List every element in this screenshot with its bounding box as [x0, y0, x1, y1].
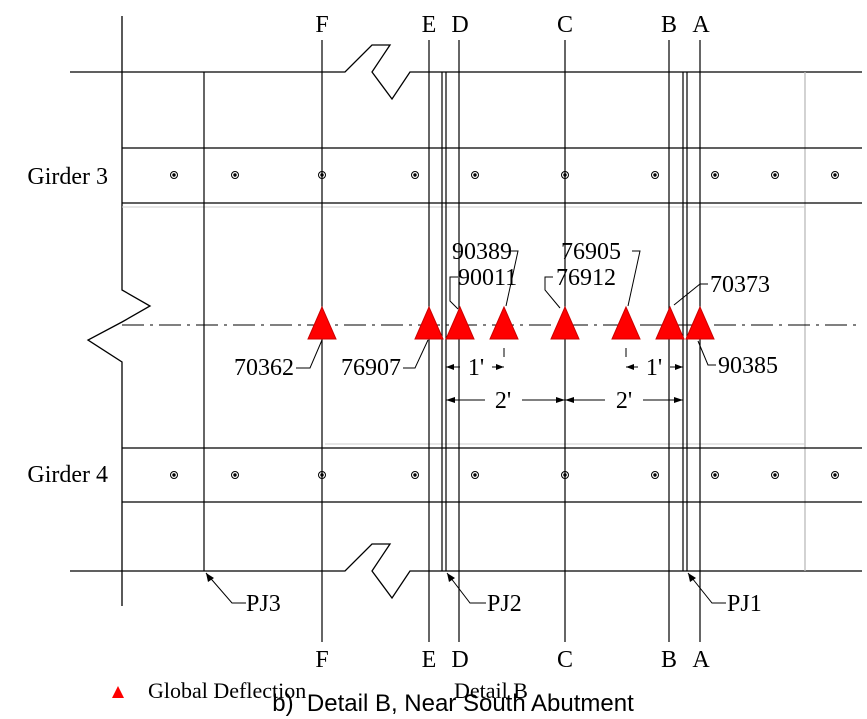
grid-label-bottom-e: E: [422, 647, 437, 673]
leader-76912: [544, 276, 561, 309]
legend-detail-label: Detail B: [454, 678, 528, 703]
dimension-label-right-1ft: 1': [646, 355, 662, 381]
grid-label-top-d: D: [451, 12, 468, 38]
stud: [711, 171, 719, 179]
panel-joints: [203, 72, 688, 571]
sensor-label-76907: 76907: [341, 355, 401, 381]
girder-3-band: [122, 147, 862, 204]
sensor-label-90389: 90389: [452, 239, 512, 265]
sensor-marker-90385: [685, 305, 715, 340]
grid-label-top-c: C: [557, 12, 573, 38]
leader-70362: [296, 339, 323, 369]
grid-label-bottom-a: A: [692, 647, 710, 673]
stud: [561, 171, 569, 179]
dimension-right-2ft: [565, 397, 683, 403]
stud: [318, 171, 326, 179]
sensor-marker-76905: [611, 305, 641, 340]
dimension-right-1ft: [626, 364, 683, 370]
stud: [651, 171, 659, 179]
sensor-marker-70373: [655, 305, 685, 340]
leader-76905: [627, 250, 641, 307]
leader-76907: [403, 339, 429, 369]
sensor-label-90385: 90385: [718, 353, 778, 379]
stud: [771, 171, 779, 179]
sensor-label-70373: 70373: [710, 272, 770, 298]
girder-3-label: Girder 3: [27, 164, 108, 190]
stud: [170, 171, 178, 179]
top-deck-line: [70, 44, 862, 101]
stud: [831, 471, 839, 479]
sensor-leaders: [296, 250, 716, 369]
bottom-deck-line: [70, 543, 862, 600]
leader-90385: [697, 340, 716, 366]
joint-label-pj3: PJ3: [246, 591, 281, 617]
grid-label-bottom-b: B: [661, 647, 677, 673]
grid-label-bottom-f: F: [315, 647, 328, 673]
stud: [831, 171, 839, 179]
deck-outline: [70, 16, 862, 606]
legend-marker-icon: [112, 686, 124, 698]
leader-pj3: [205, 572, 246, 604]
leader-90011: [449, 276, 459, 310]
joint-leaders: [205, 572, 726, 604]
dimension-left-1ft: [446, 364, 504, 370]
stud: [411, 471, 419, 479]
sensor-label-70362: 70362: [234, 355, 294, 381]
figure-caption: b) Detail B, Near South Abutment: [272, 690, 634, 717]
legend-marker-label: Global Deflection: [148, 678, 306, 703]
grid-label-top-f: F: [315, 12, 328, 38]
leader-pj2: [446, 572, 486, 604]
dimension-graphics: [446, 348, 683, 403]
grid-label-top-b: B: [661, 12, 677, 38]
stud: [771, 471, 779, 479]
grid-lines: [321, 40, 701, 642]
stud: [471, 471, 479, 479]
leader-70373: [673, 283, 708, 306]
sensor-marker-76907: [414, 305, 444, 340]
dimension-left-2ft: [446, 397, 565, 403]
girder-3-studs: [170, 171, 839, 179]
sensor-markers: [307, 305, 715, 340]
stud: [711, 471, 719, 479]
grid-label-top-a: A: [692, 12, 710, 38]
sensor-marker-76912: [550, 305, 580, 340]
stud: [231, 471, 239, 479]
grid-label-top-e: E: [422, 12, 437, 38]
girder-4-studs: [170, 471, 839, 479]
dimension-label-left-2ft: 2': [495, 388, 511, 414]
joint-label-pj2: PJ2: [487, 591, 522, 617]
stud: [231, 171, 239, 179]
stud: [170, 471, 178, 479]
girder-4-label: Girder 4: [27, 462, 108, 488]
sensor-label-76905: 76905: [561, 239, 621, 265]
grid-label-bottom-c: C: [557, 647, 573, 673]
dimension-label-right-2ft: 2': [616, 388, 632, 414]
dimension-label-left-1ft: 1': [468, 355, 484, 381]
leader-pj1: [687, 572, 726, 604]
sensor-label-90011: 90011: [458, 265, 517, 291]
leader-90389: [505, 250, 519, 307]
joint-label-pj1: PJ1: [727, 591, 762, 617]
stud: [411, 171, 419, 179]
stud: [651, 471, 659, 479]
stud: [318, 471, 326, 479]
sensor-label-76912: 76912: [556, 265, 616, 291]
stud: [561, 471, 569, 479]
stud: [471, 171, 479, 179]
grid-label-bottom-d: D: [451, 647, 468, 673]
girder-4-band: [122, 447, 862, 503]
left-break-line: [86, 16, 152, 606]
sensor-marker-90011: [445, 305, 475, 340]
sensor-marker-90389: [489, 305, 519, 340]
sensor-marker-70362: [307, 305, 337, 340]
